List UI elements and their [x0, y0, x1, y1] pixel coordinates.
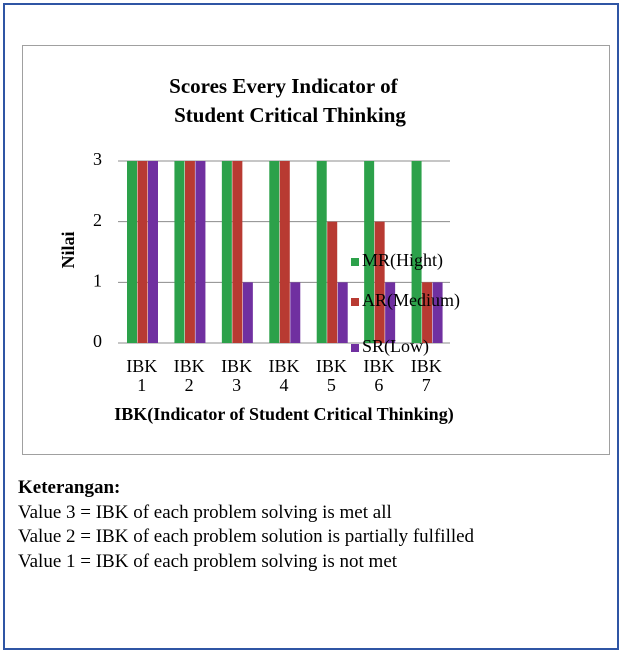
bar [290, 282, 301, 343]
x-axis-label: IBK(Indicator of Student Critical Thinki… [114, 404, 453, 425]
bar [232, 161, 243, 343]
y-axis-label: Nilai [58, 231, 78, 268]
chart: Nilai IBK(Indicator of Student Critical … [58, 74, 460, 425]
x-tick-label: IBK 1 [126, 356, 158, 395]
x-tick-label: IBK 6 [363, 356, 395, 395]
bar [174, 161, 185, 343]
bar [432, 282, 443, 343]
y-tick-label: 3 [93, 149, 102, 169]
note-line: Value 2 = IBK of each problem solution i… [18, 526, 475, 547]
legend-label: SR(Low) [362, 336, 429, 357]
legend-label: MR(Hight) [362, 250, 443, 271]
bar [374, 221, 385, 343]
bar [385, 282, 396, 343]
note-line: Value 1 = IBK of each problem solving is… [18, 550, 398, 572]
notes: Keterangan: Value 3 = IBK of each proble… [18, 476, 563, 574]
bar [242, 282, 253, 343]
bar [127, 161, 137, 343]
x-tick-label: IBK 4 [268, 356, 300, 395]
bar [148, 161, 158, 343]
bar [364, 161, 375, 343]
frame [3, 3, 619, 650]
bar [269, 161, 280, 343]
bar [316, 161, 327, 343]
bar [184, 161, 195, 343]
y-tick-label: 0 [93, 331, 102, 351]
y-tick-label: 1 [93, 270, 102, 290]
bar [337, 282, 348, 343]
chart-title: Scores Every Indicator of Student Critic… [169, 74, 406, 127]
legend-swatch [351, 298, 359, 306]
legend-label: AR(Medium) [362, 290, 460, 311]
x-tick-label: IBK 2 [173, 356, 205, 395]
bar [137, 161, 148, 343]
bar [279, 161, 290, 343]
legend-swatch [351, 344, 359, 352]
chart-box [22, 45, 610, 455]
legend-swatch [351, 258, 359, 266]
x-tick-label: IBK 7 [410, 356, 442, 395]
x-tick-label: IBK 5 [315, 356, 347, 395]
bar [327, 221, 338, 343]
bar [195, 161, 206, 343]
bar [422, 282, 433, 343]
y-tick-label: 2 [93, 210, 102, 230]
x-tick-label: IBK 3 [221, 356, 253, 395]
bar [411, 161, 422, 343]
note-line: Value 3 = IBK of each problem solving is… [18, 501, 392, 523]
notes-heading: Keterangan: [18, 477, 121, 498]
bar [221, 161, 232, 343]
